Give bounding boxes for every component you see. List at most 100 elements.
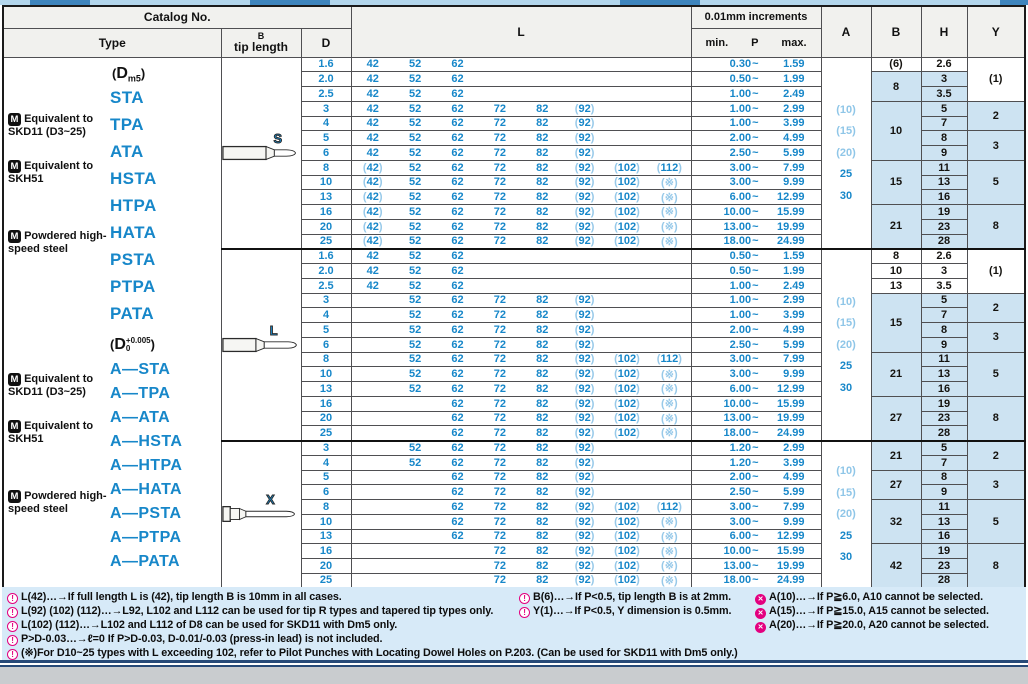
a-value: 30	[839, 381, 853, 394]
d-value: 10	[300, 513, 352, 530]
table-row: 16 62 72 82 (92) (102) (※) 10.00 ~15.99 27 19 8	[3, 395, 1026, 442]
header-b: B	[870, 5, 922, 58]
material-label: M Equivalent to SKH51	[8, 419, 94, 445]
caution-icon: !	[7, 649, 18, 660]
l-values: 62 72 82 (92) (102) (※)	[350, 410, 692, 427]
h-value: 16	[920, 381, 968, 397]
l-values: 42 52 62 72 82 (92)	[350, 115, 692, 132]
h-value: 5	[920, 100, 968, 117]
h-value: 3	[920, 71, 968, 87]
punch-l-illustration: L	[222, 325, 300, 365]
h-value: 3	[920, 263, 968, 279]
l-values: 52 62 72 82 (92)	[350, 292, 692, 309]
table-row: 5 62 72 82 (92) 2.00 ~4.99 27 8 3	[3, 469, 1026, 500]
type-group-1: M Equivalent to SKD11 (D3~25) M Equivalen…	[4, 58, 220, 330]
d-value: 20	[300, 558, 352, 574]
h-value: 3.5	[920, 86, 968, 102]
l-values: 42 52 62	[350, 86, 692, 102]
a-value: 30	[839, 551, 853, 564]
m-badge-icon: M	[8, 112, 21, 126]
b-value: 8	[870, 71, 922, 102]
p-range: 1.20 ~2.99	[690, 439, 822, 456]
l-values: (42) 52 62 72 82 (92) (102) (112)	[350, 159, 692, 176]
p-range: 0.50 ~1.99	[690, 263, 822, 279]
h-value: 16	[920, 189, 968, 205]
h-value: 9	[920, 145, 968, 161]
punch-s-illustration: S	[222, 133, 300, 173]
table-row: 13 62 72 82 (92) (102) (※) 6.00 ~12.99 16	[3, 528, 1025, 545]
d-value: 25	[300, 425, 352, 441]
b-value: 15	[870, 292, 922, 353]
d-value: 8	[300, 159, 352, 176]
d-value: 10	[300, 174, 352, 191]
y-value: 8	[966, 203, 1026, 250]
type-name: A—PTPA	[110, 528, 182, 546]
note: ! L(92) (102) (112)…→L92, L102 and L112 c…	[7, 604, 738, 618]
a-value: (20)	[836, 146, 856, 159]
table-row: 8 (42) 52 62 72 82 (92) (102) (112) 3.00 ~7.99 15 11…	[3, 159, 1026, 206]
note: ! B(6)…→If P<0.5, tip length B is at 2mm.	[519, 590, 731, 604]
type-name: HATA	[110, 222, 157, 242]
p-range: 6.00 ~12.99	[690, 381, 822, 397]
l-values: 52 62 72 82 (92)	[350, 336, 692, 353]
l-values: 42 52 62 72 82 (92)	[350, 100, 692, 117]
caution-icon: !	[7, 607, 18, 618]
material-label: M Equivalent to SKD11 (D3~25)	[8, 112, 94, 138]
m-badge-icon: M	[8, 372, 21, 386]
table-row: 10 52 62 72 82 (92) (102) (※) 3.00 ~9.99 13	[3, 366, 1025, 382]
l-values: 42 52 62	[350, 71, 692, 87]
header-d: D	[300, 27, 352, 58]
b-value: 32	[870, 498, 922, 545]
cross-icon: ✕	[755, 608, 766, 619]
type-name: HTPA	[110, 195, 157, 215]
y-value: 5	[966, 351, 1026, 397]
h-value: 2.6	[920, 56, 968, 73]
note: ! Y(1)…→If P<0.5, Y dimension is 0.5mm.	[519, 604, 732, 618]
b-value: 21	[870, 439, 922, 471]
l-values: (42) 52 62 72 82 (92) (102) (※)	[350, 204, 692, 220]
p-range: 18.00 ~24.99	[690, 425, 822, 441]
d-value: 13	[300, 381, 352, 397]
d-value: 16	[300, 395, 352, 412]
d-value: 3	[300, 292, 352, 309]
type-group-2: M Equivalent to SKD11 (D3~25) M Equivalen…	[4, 330, 220, 588]
material-labels: M Equivalent to SKD11 (D3~25) M Equivalen…	[4, 58, 110, 330]
p-range: 2.50 ~5.99	[690, 484, 822, 500]
b-value: 27	[870, 469, 922, 500]
d-value: 6	[300, 484, 352, 500]
d-value: 5	[300, 469, 352, 486]
b-value: 10	[870, 100, 922, 161]
a-values: (10) (15) (20) 25 30	[820, 56, 872, 250]
notes-left: ! L(42)…→If full length L is (42), tip le…	[7, 590, 738, 660]
h-value: 11	[920, 159, 968, 176]
type-name: STA	[110, 87, 144, 107]
b-value: 10	[870, 263, 922, 279]
h-value: 13	[920, 366, 968, 382]
type-name: A—TPA	[110, 384, 171, 402]
h-value: 19	[920, 543, 968, 559]
note: ✕ A(20)…→If P≧20.0, A20 cannot be selecte…	[755, 618, 989, 633]
table-row: 10 62 72 82 (92) (102) (※) 3.00 ~9.99 13	[3, 513, 1025, 530]
b-value: 15	[870, 159, 922, 206]
header-type: Type	[2, 27, 222, 58]
svg-text:X: X	[266, 494, 275, 507]
cross-icon: ✕	[755, 622, 766, 633]
p-range: 1.20 ~3.99	[690, 454, 822, 471]
header-min-p-max: min. P max.	[690, 27, 822, 58]
h-value: 28	[920, 572, 968, 589]
a-value: (15)	[836, 486, 856, 499]
caution-icon: !	[519, 607, 530, 618]
p-range: 2.50 ~5.99	[690, 336, 822, 353]
h-value: 9	[920, 484, 968, 500]
d-value: 4	[300, 115, 352, 132]
h-value: 5	[920, 292, 968, 309]
type-name: A—HTPA	[110, 456, 183, 474]
l-values: (42) 52 62 72 82 (92) (102) (※)	[350, 174, 692, 191]
type-name: A—PSTA	[110, 504, 182, 522]
table-row: 3 52 62 72 82 (92) 1.00 ~2.99 15 5 2	[3, 292, 1026, 353]
a-values: (10) (15) (20) 25 30	[820, 439, 872, 589]
p-range: 10.00 ~15.99	[690, 395, 822, 412]
p-range: 6.00 ~12.99	[690, 189, 822, 205]
d-value: 2.0	[300, 71, 352, 87]
l-values: 72 82 (92) (102) (※)	[350, 558, 692, 574]
